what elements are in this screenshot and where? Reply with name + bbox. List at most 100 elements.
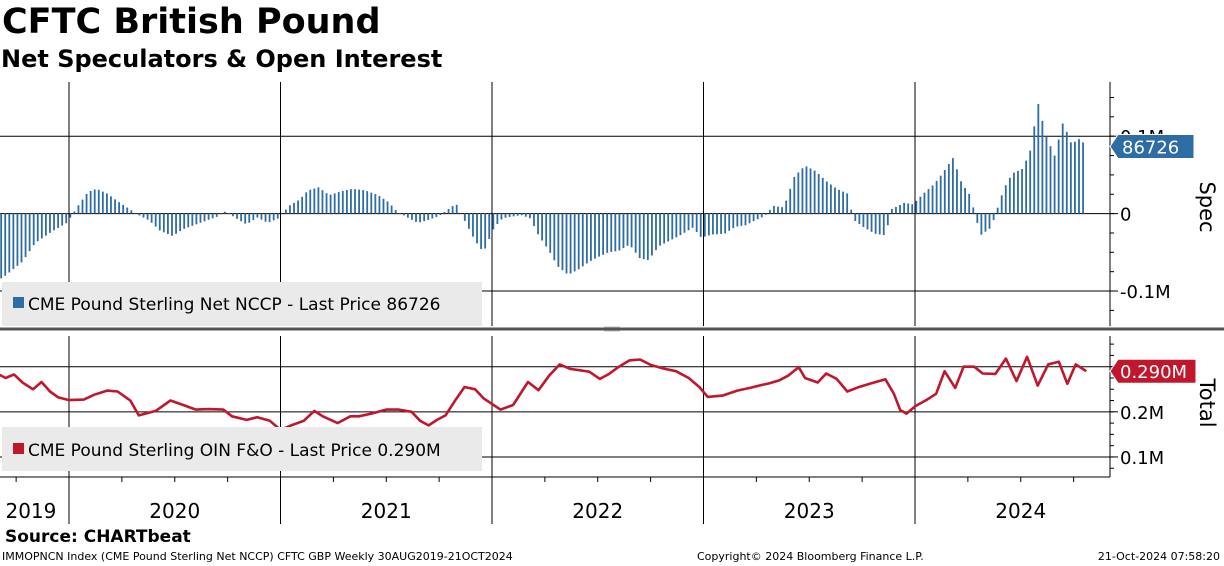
spec-bar [858,213,861,224]
spec-bar [203,213,206,222]
spec-bar [248,213,251,223]
spec-bar [301,196,304,214]
spec-bar [606,213,609,253]
spec-bar [703,213,706,237]
spec-bar [439,213,442,215]
spec-tick-label: -0.1M [1120,282,1171,303]
spec-bar [45,213,47,236]
spec-bar [492,213,495,230]
source-label: Source: CHARTbeat [5,527,191,547]
spec-bar [1021,169,1023,214]
spec-bar [655,213,657,251]
spec-bar [126,207,129,214]
spec-bar [529,213,531,219]
spec-bar [12,213,15,270]
spec-bar [911,204,914,214]
spec-bar [968,193,971,214]
spec-bar [533,213,535,227]
spec-bar [122,204,125,214]
total-last-price-label: 0.290M [1120,362,1187,383]
x-year-label: 2019 [5,499,56,523]
total-last-price-tag [1109,358,1197,384]
spec-legend: CME Pound Sterling Net NCCP - Last Price… [2,282,482,326]
spec-bar [101,191,104,214]
spec-bar [874,213,877,234]
spec-bar [358,189,360,214]
spec-bar [325,193,328,214]
spec-bar [504,213,507,218]
spec-bar [825,181,828,214]
spec-bar [8,213,11,273]
spec-bar [760,213,763,218]
spec-bar [663,213,666,244]
x-year-label: 2023 [784,499,835,523]
total-legend: CME Pound Sterling OIN F&O - Last Price … [2,427,482,471]
spec-bar [1029,150,1032,214]
total-tick-label: 0.2M [1120,403,1164,424]
spec-bar [817,173,820,214]
spec-bar [667,213,670,242]
spec-bar [496,213,499,224]
spec-bar [976,213,979,223]
spec-bar [158,213,161,231]
spec-bar [244,213,247,224]
timestamp: 21-Oct-2024 07:58:20 [1097,550,1220,563]
spec-bar [284,209,287,214]
spec-bar [952,158,954,214]
spec-bar [317,187,320,214]
spec-bar [642,213,645,260]
spec-bar [329,194,332,214]
spec-bar [862,213,865,227]
spec-bar [252,213,255,221]
spec-bar [154,213,157,227]
spec-bar [594,213,596,259]
spec-bar [256,213,259,218]
spec-bar [801,168,804,214]
spec-bar [1069,142,1072,214]
chart-subtitle: Net Speculators & Open Interest [1,45,443,73]
spec-bar [1013,172,1015,214]
spec-bar [927,189,930,214]
spec-bar [634,213,637,253]
spec-bar [553,213,556,261]
spec-bar [390,205,393,214]
spec-bar [36,213,39,242]
spec-bar [427,213,430,220]
spec-bar [171,213,173,236]
spec-bar [264,213,267,222]
spec-bar [984,213,987,232]
spec-bar [354,189,356,214]
spec-bar [480,213,482,249]
total-legend-box [2,427,482,471]
spec-bar [899,204,901,214]
spec-bar [386,201,389,214]
spec-bar [472,213,474,237]
spec-bar [695,213,698,232]
spec-bar [309,189,312,214]
total-panel-grid [0,336,1110,524]
spec-bar [162,213,165,233]
spec-bar [268,213,271,223]
total-panel-line [0,355,1088,432]
spec-bar [382,198,385,214]
spec-bar [524,213,527,217]
spec-bar [435,213,438,217]
spec-bar [846,193,849,214]
spec-bar [114,199,116,214]
total-series-line [0,355,1088,432]
spec-bar [134,212,137,214]
spec-bar [1049,146,1052,214]
spec-bar [781,207,783,214]
spec-bar [28,213,31,252]
spec-bar [1057,139,1060,214]
spec-bar [573,213,576,272]
spec-bar [939,175,942,214]
x-year-label: 2021 [361,499,412,523]
spec-bar [1004,185,1007,214]
spec-bar [687,213,690,231]
spec-bar [891,208,893,214]
spec-bar [638,213,641,259]
spec-bar [996,207,999,214]
spec-bar [1082,142,1084,214]
